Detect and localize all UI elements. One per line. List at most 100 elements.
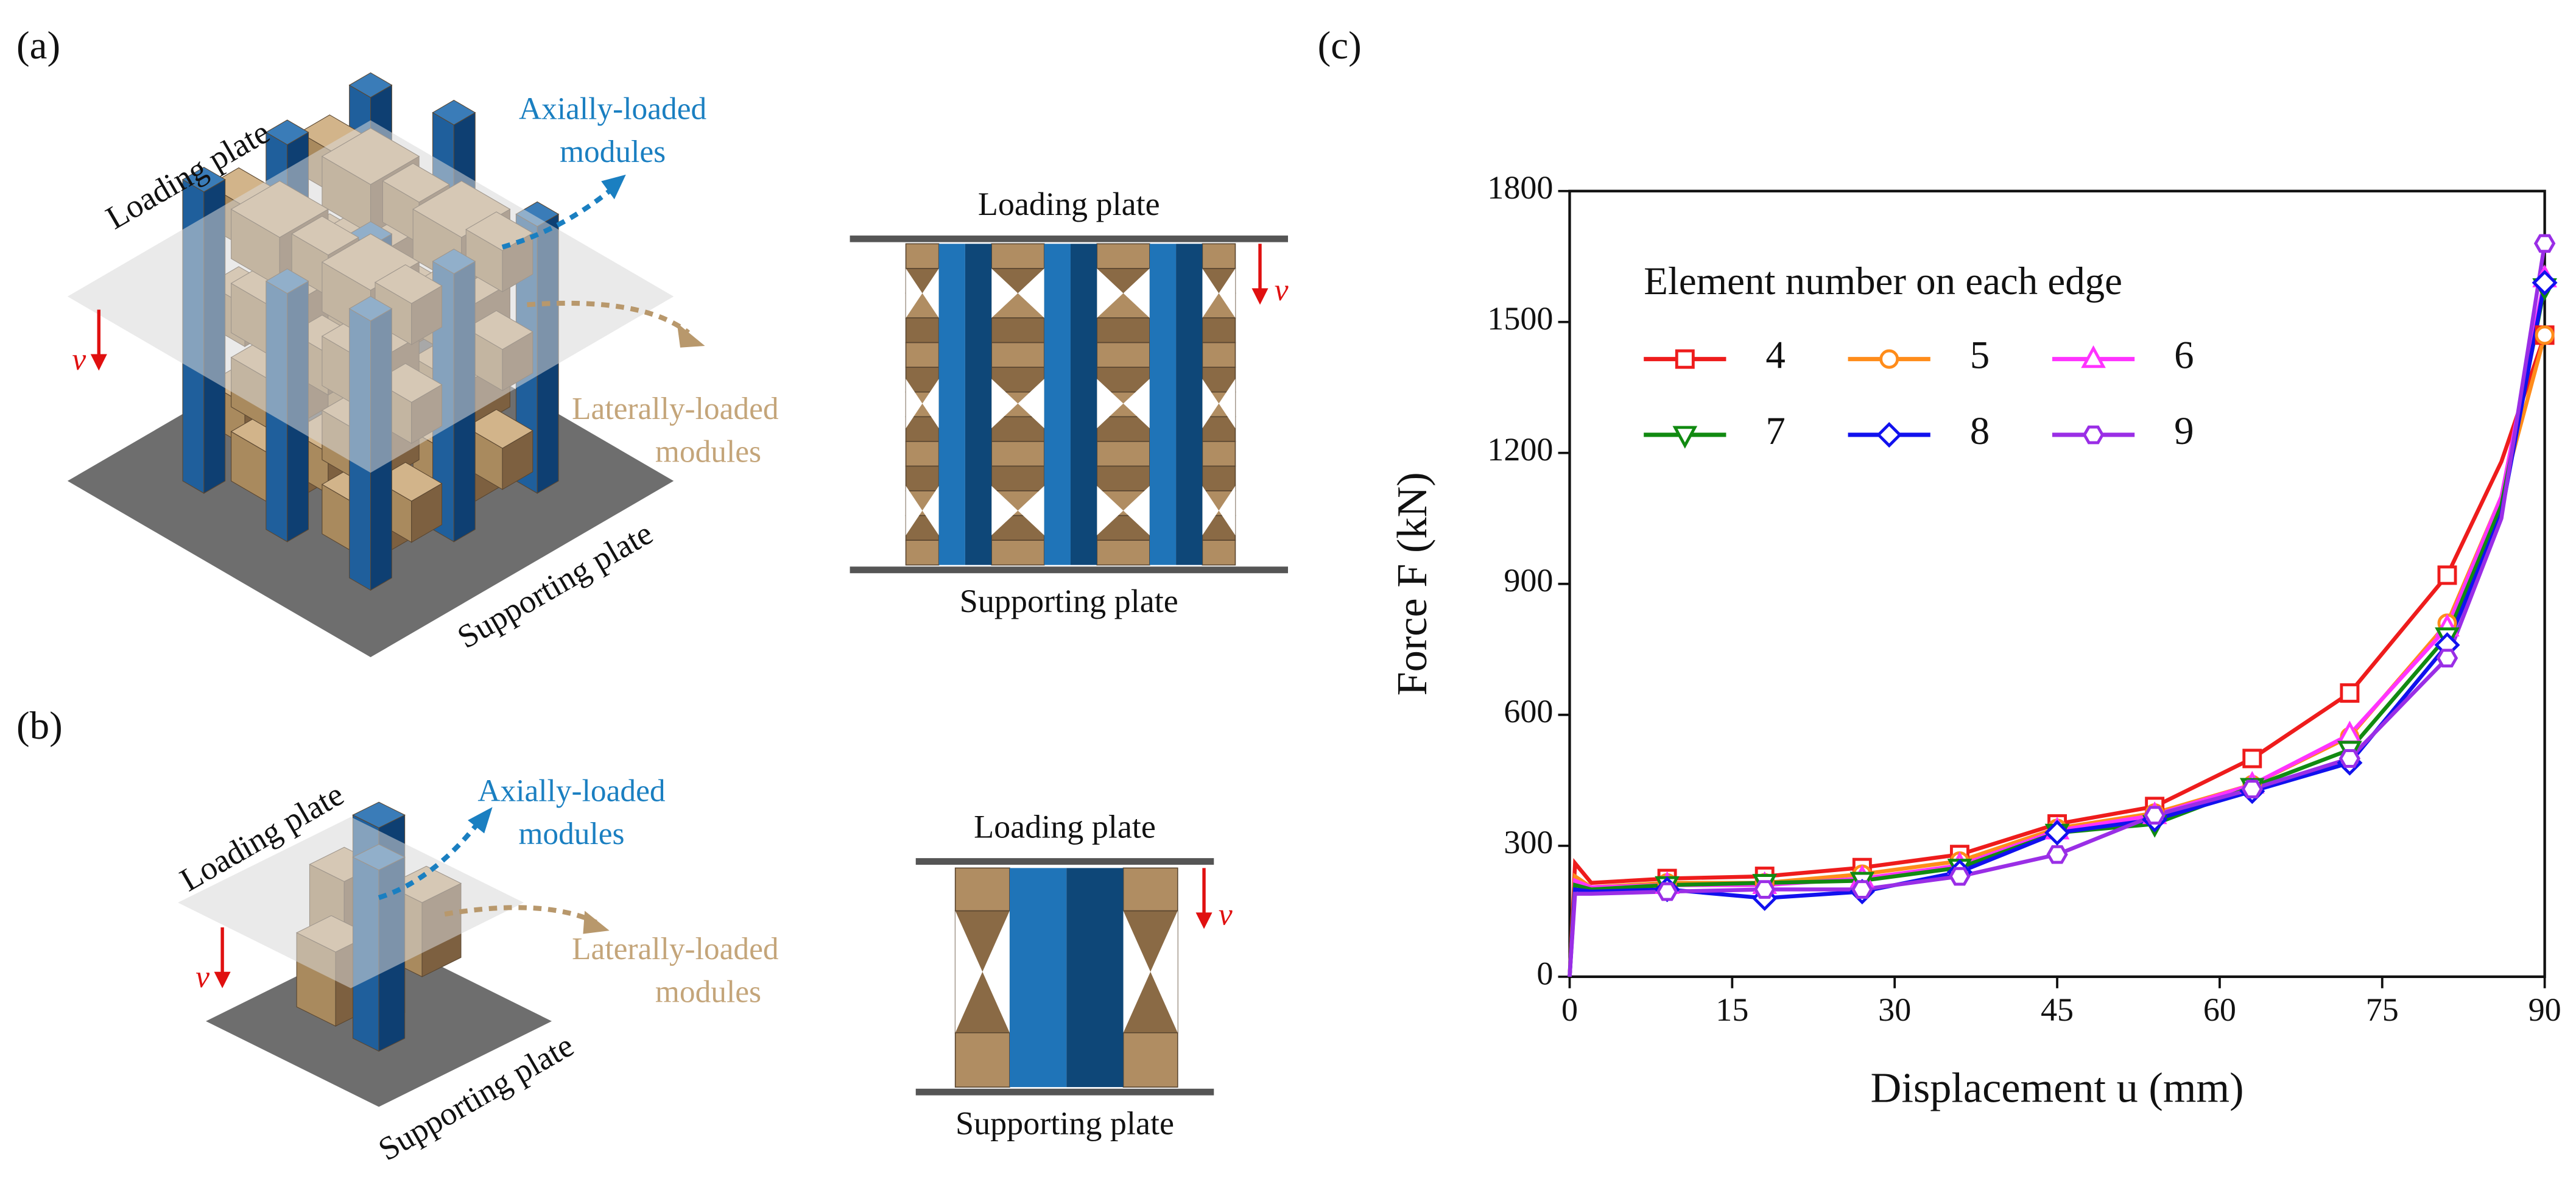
marker [2533,234,2556,253]
panel-label: (b) [16,704,63,748]
line [1568,286,2547,977]
legend-label: 7 [1765,409,1785,453]
module-void [1097,268,1124,318]
arrow-head [583,910,610,934]
x-tick-label: 0 [1561,991,1578,1028]
marker [2437,565,2457,585]
module-void [922,485,939,536]
module [1202,441,1236,467]
marker [2436,649,2458,667]
module [1202,540,1236,566]
module-void [922,379,939,429]
legend-label: 8 [1970,409,1990,453]
marker [1675,349,1695,369]
line [1568,334,2547,977]
axial-label: Axially-loaded [477,773,665,808]
plate-label: Supporting plate [955,1105,1174,1141]
module [1202,243,1236,269]
marker [2082,425,2105,445]
panel-label: (a) [16,24,60,68]
y-tick-label: 1500 [1487,300,1553,337]
marker [2081,345,2106,368]
plate-label: Loading plate [978,186,1160,222]
module-face [352,801,406,828]
lateral-label: modules [655,434,761,469]
module-face [181,166,226,192]
axial-module [1009,868,1067,1088]
y-axis-label: Force F (kN) [1388,472,1436,695]
y-tick-label: 1200 [1487,431,1553,468]
lateral-label: modules [655,974,761,1009]
axial-module [1070,244,1097,565]
module-void [1097,485,1124,536]
arrow-head [1195,912,1212,929]
module-void [1202,485,1219,536]
module [1122,867,1178,912]
line [1568,278,2547,977]
y-tick-label: 600 [1504,693,1553,730]
legend-label: 4 [1765,334,1785,378]
module-void [1018,485,1044,536]
module [905,243,940,269]
arrow-head [1251,288,1269,305]
v-label: v [1219,897,1233,932]
line [1568,282,2547,977]
module [991,465,1045,491]
module-void [982,910,1010,1033]
marker [1879,349,1899,369]
axial-module [1149,244,1177,565]
module [905,465,940,491]
module [1202,317,1236,343]
marker [2241,779,2263,798]
marker [1851,880,1873,899]
module [1096,540,1150,566]
module [905,441,940,467]
module-face [432,99,476,125]
v-label: v [1275,273,1289,308]
module [905,540,940,566]
dashed-arrow [378,822,480,900]
module [1122,1032,1178,1088]
axial-module [1176,244,1203,565]
marker [2046,845,2068,864]
legend-title: Element number on each edge [1644,259,2122,303]
module [1202,465,1236,491]
module [1096,243,1150,269]
module-void [906,379,923,429]
module-void [1018,379,1044,429]
plate [178,817,524,988]
marker [1672,426,1698,449]
module [1096,465,1150,491]
module [991,342,1045,368]
module-void [1219,485,1236,536]
y-tick-label: 900 [1504,562,1553,599]
x-tick-label: 30 [1878,991,1911,1028]
marker [1949,867,1971,886]
dashed-arrow [501,189,611,250]
lateral-label: Laterally-loaded [572,392,779,426]
module-void [991,485,1018,536]
v-label: v [195,960,209,994]
module [954,867,1010,912]
marker [2535,325,2555,345]
module-void [922,268,939,318]
plate-label: Supporting plate [960,583,1178,619]
x-tick-label: 75 [2366,991,2399,1028]
module [1096,342,1150,368]
module [1096,317,1150,343]
legend-label: 6 [2174,334,2194,378]
legend-label: 5 [1970,334,1990,378]
module-void [991,379,1018,429]
module [905,317,940,343]
module [991,441,1045,467]
arrow-head [677,323,705,348]
module-void [1219,379,1236,429]
module [905,342,940,368]
axial-label: Axially-loaded [519,92,706,127]
plate-label: Loading plate [974,809,1156,845]
module [1202,342,1236,368]
marker [2338,749,2361,768]
module [991,243,1045,269]
y-tick-label: 1800 [1487,169,1553,206]
